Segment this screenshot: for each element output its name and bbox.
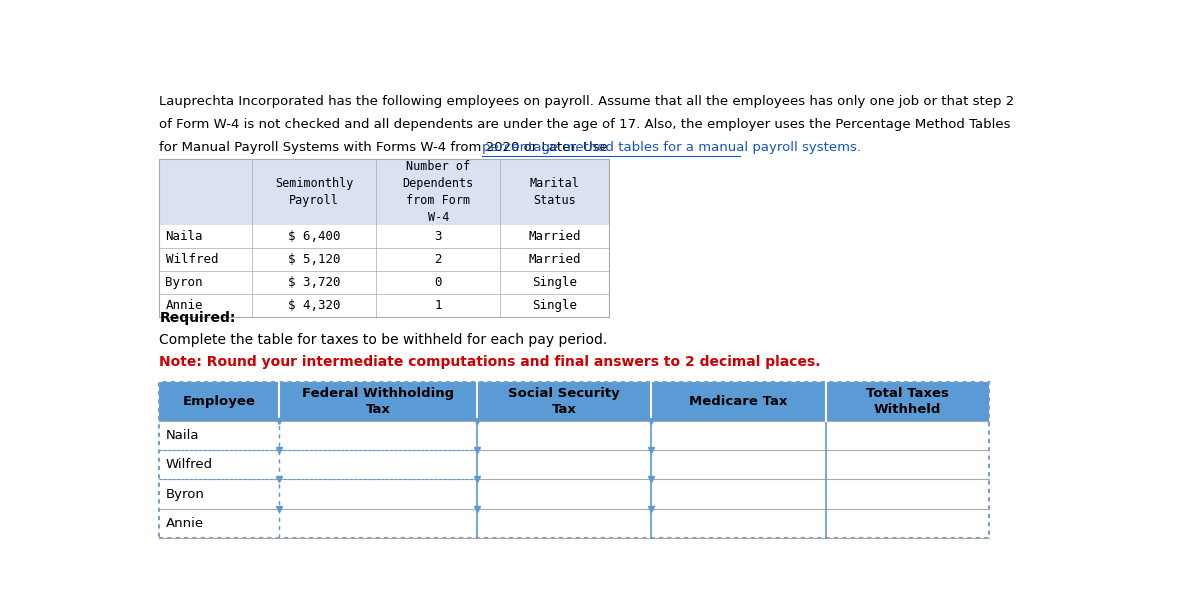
- Text: Number of
Dependents
from Form
W-4: Number of Dependents from Form W-4: [403, 160, 474, 224]
- Text: 2: 2: [434, 253, 442, 266]
- Text: Total Taxes
Withheld: Total Taxes Withheld: [865, 387, 949, 416]
- Text: Lauprechta Incorporated has the following employees on payroll. Assume that all : Lauprechta Incorporated has the followin…: [160, 95, 1014, 108]
- Text: for Manual Payroll Systems with Forms W-4 from 2020 or Later. Use: for Manual Payroll Systems with Forms W-…: [160, 141, 612, 154]
- Text: Note: Round your intermediate computations and final answers to 2 decimal places: Note: Round your intermediate computatio…: [160, 356, 821, 370]
- Text: Single: Single: [532, 299, 577, 312]
- FancyBboxPatch shape: [160, 159, 608, 225]
- FancyBboxPatch shape: [160, 382, 989, 421]
- Text: Employee: Employee: [182, 395, 256, 408]
- Text: Social Security
Tax: Social Security Tax: [509, 387, 620, 416]
- Text: 1: 1: [434, 299, 442, 312]
- Text: percentage method tables for a manual payroll systems.: percentage method tables for a manual pa…: [481, 141, 860, 154]
- Text: Naila: Naila: [166, 429, 199, 442]
- Text: $ 5,120: $ 5,120: [288, 253, 341, 266]
- Text: Medicare Tax: Medicare Tax: [690, 395, 787, 408]
- Text: $ 3,720: $ 3,720: [288, 276, 341, 289]
- Text: Required:: Required:: [160, 311, 235, 325]
- Text: Wilfred: Wilfred: [166, 458, 212, 471]
- Text: Married: Married: [528, 229, 581, 243]
- Text: Married: Married: [528, 253, 581, 266]
- Text: Complete the table for taxes to be withheld for each pay period.: Complete the table for taxes to be withh…: [160, 333, 607, 347]
- Text: Federal Withholding
Tax: Federal Withholding Tax: [302, 387, 455, 416]
- Text: Byron: Byron: [166, 487, 204, 501]
- Text: Annie: Annie: [166, 299, 203, 312]
- Text: $ 6,400: $ 6,400: [288, 229, 341, 243]
- Text: Annie: Annie: [166, 517, 204, 530]
- Text: Marital
Status: Marital Status: [529, 177, 580, 207]
- Text: 0: 0: [434, 276, 442, 289]
- Text: of Form W-4 is not checked and all dependents are under the age of 17. Also, the: of Form W-4 is not checked and all depen…: [160, 118, 1010, 131]
- Text: Naila: Naila: [166, 229, 203, 243]
- Text: Byron: Byron: [166, 276, 203, 289]
- Text: Semimonthly
Payroll: Semimonthly Payroll: [275, 177, 354, 207]
- Text: Wilfred: Wilfred: [166, 253, 218, 266]
- Text: $ 4,320: $ 4,320: [288, 299, 341, 312]
- Text: Single: Single: [532, 276, 577, 289]
- Text: 3: 3: [434, 229, 442, 243]
